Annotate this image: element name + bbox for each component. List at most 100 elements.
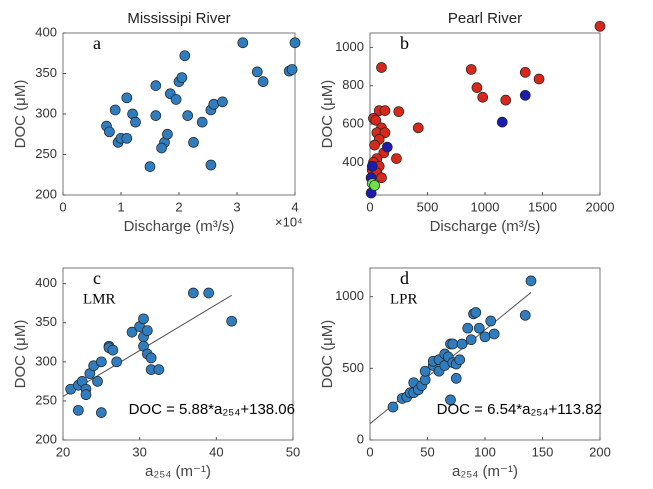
point [366,160,378,172]
point [251,66,263,78]
point [121,132,133,144]
point [496,116,508,128]
x-axis-label: Discharge (m³/s) [124,218,235,235]
plot-frame [369,267,601,441]
point [450,373,462,384]
point [150,110,162,121]
point [519,309,531,321]
point [479,331,491,343]
plot-frame [369,32,601,196]
y-axis-label: DOC (μM) [319,320,336,389]
point [519,89,531,101]
y-axis-label: DOC (μM) [319,80,336,149]
point [141,325,153,336]
panel-label: a [93,33,101,53]
y-tick-label: 400 [342,154,364,169]
x-tick-label: 100 [474,444,496,459]
x-axis-label: Discharge (m³/s) [430,218,541,235]
point [454,354,466,366]
point [150,80,162,92]
point [205,159,217,171]
x-axis-label: a₂₅₄ (m⁻¹) [452,463,518,480]
point [376,172,387,184]
point [488,328,500,340]
point [519,66,531,78]
point [237,37,249,49]
point [80,389,92,401]
y-tick-label: 350 [35,65,57,80]
y-tick-label: 200 [35,431,57,446]
y-tick-label: 300 [35,353,57,368]
point [465,64,477,75]
x-tick-label: 150 [532,444,554,459]
point [130,116,141,128]
point [126,326,138,338]
point [376,62,387,73]
point [257,76,269,87]
chart-title: Pearl River [448,10,522,27]
point [465,334,477,346]
point [391,153,402,164]
point [104,126,115,138]
y-tick-label: 600 [342,116,364,131]
y-tick-label: 350 [35,314,57,329]
plot-frame [62,32,296,196]
fit-equation: DOC = 5.88*a₂₅₄+138.06 [129,401,295,418]
x-tick-label: 50 [286,444,300,459]
y-tick-label: 1000 [335,39,364,54]
point [525,275,537,287]
panel-label: c [93,268,101,288]
point [187,287,199,299]
x-multiplier: ×10⁴ [275,214,303,229]
point [477,91,489,103]
y-tick-label: 250 [35,146,57,161]
point [107,344,119,356]
x-tick-label: 0 [366,444,373,459]
y-tick-label: 200 [35,186,57,201]
point [72,404,84,416]
point [369,139,380,151]
point [412,122,424,134]
x-tick-label: 1500 [528,199,557,214]
point [470,307,482,318]
point [162,128,173,140]
point [138,313,149,325]
point [289,37,301,49]
point [217,96,228,108]
x-tick-label: 0 [366,199,373,214]
point [286,64,298,75]
x-tick-label: 2000 [586,199,615,214]
point [387,401,399,413]
point [109,104,121,116]
point [145,352,157,364]
x-tick-label: 0 [59,199,66,214]
point [419,365,431,377]
y-tick-label: 400 [35,24,57,39]
point [95,356,107,368]
point [456,338,468,350]
point [381,141,393,153]
point [379,105,391,116]
y-axis-label: DOC (μM) [12,80,29,149]
y-tick-label: 500 [342,360,364,375]
point [179,50,191,62]
x-tick-label: 500 [417,199,439,214]
point [111,356,123,368]
point [176,72,188,83]
x-tick-label: 3 [233,199,240,214]
chart-title: Mississipi River [127,10,230,27]
x-tick-label: 1000 [471,199,500,214]
x-tick-label: 200 [589,444,611,459]
y-tick-label: 250 [35,392,57,407]
point [370,114,382,126]
point [203,287,215,299]
y-tick-label: 400 [35,275,57,290]
panel-label: b [400,33,409,53]
x-tick-label: 30 [132,444,146,459]
point [182,110,194,121]
point [196,116,208,128]
annotation: LMR [83,291,116,307]
x-tick-label: 2 [175,199,182,214]
point [471,82,483,93]
